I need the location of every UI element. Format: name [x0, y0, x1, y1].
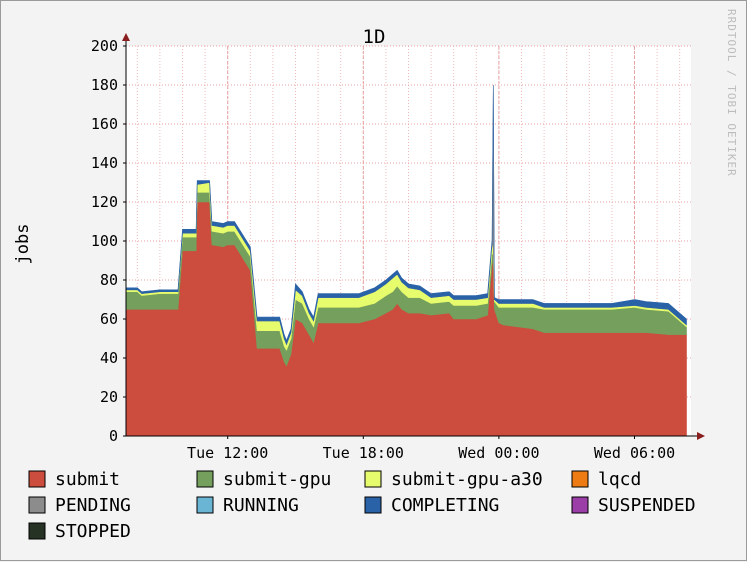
- legend-label: SUSPENDED: [598, 495, 696, 516]
- legend-swatch: [571, 470, 589, 488]
- legend-item-submit-gpu: submit-gpu: [196, 469, 331, 490]
- legend-label: STOPPED: [55, 521, 131, 542]
- legend-swatch: [28, 496, 46, 514]
- y-tick-label: 140: [91, 154, 118, 172]
- legend-swatch: [28, 470, 46, 488]
- axes-layer: 0 20 40 60 80 100 120 140 160 180 200 Tue 12:00 Tue …: [91, 33, 705, 462]
- legend-item-pending: PENDING: [28, 495, 131, 516]
- y-tick-label: 120: [91, 193, 118, 211]
- legend-label: submit: [55, 469, 120, 490]
- legend-item-lqcd: lqcd: [571, 469, 641, 490]
- y-tick-label: 160: [91, 115, 118, 133]
- x-tick-label: Tue 18:00: [323, 444, 404, 462]
- series-area-completing: [125, 84, 687, 346]
- y-tick-label: 200: [91, 37, 118, 55]
- y-tick-label: 40: [100, 349, 118, 367]
- y-tick-label: 100: [91, 232, 118, 250]
- x-tick-label: Wed 00:00: [458, 444, 539, 462]
- y-axis-arrow: [122, 33, 130, 41]
- legend-swatch: [364, 470, 382, 488]
- legend-label: COMPLETING: [391, 495, 499, 516]
- y-tick-label: 60: [100, 310, 118, 328]
- y-tick-label: 0: [109, 427, 118, 445]
- x-tick-label: Tue 12:00: [187, 444, 268, 462]
- y-axis-label: jobs: [13, 224, 33, 265]
- x-tick-label: Wed 06:00: [594, 444, 675, 462]
- chart-title: 1D: [363, 26, 386, 48]
- legend-item-running: RUNNING: [196, 495, 299, 516]
- legend-swatch: [196, 496, 214, 514]
- legend-item-completing: COMPLETING: [364, 495, 499, 516]
- y-tick-label: 180: [91, 76, 118, 94]
- legend-item-stopped: STOPPED: [28, 521, 131, 542]
- legend-swatch: [571, 496, 589, 514]
- y-tick-label: 20: [100, 388, 118, 406]
- legend-item-submit-gpu-a30: submit-gpu-a30: [364, 469, 543, 490]
- y-tick-label: 80: [100, 271, 118, 289]
- legend-swatch: [28, 522, 46, 540]
- watermark-text: RRDTOOL / TOBI OETIKER: [725, 9, 738, 177]
- legend-label: PENDING: [55, 495, 131, 516]
- x-axis-arrow: [697, 432, 705, 440]
- legend-label: submit-gpu-a30: [391, 469, 543, 490]
- legend-item-submit: submit: [28, 469, 120, 490]
- legend-swatch: [364, 496, 382, 514]
- legend-item-suspended: SUSPENDED: [571, 495, 696, 516]
- legend-label: submit-gpu: [223, 469, 331, 490]
- legend-label: lqcd: [598, 469, 641, 490]
- legend: submit submit-gpu submit-gpu-a30 lqcd PENDIN…: [28, 469, 696, 542]
- legend-swatch: [196, 470, 214, 488]
- legend-label: RUNNING: [223, 495, 299, 516]
